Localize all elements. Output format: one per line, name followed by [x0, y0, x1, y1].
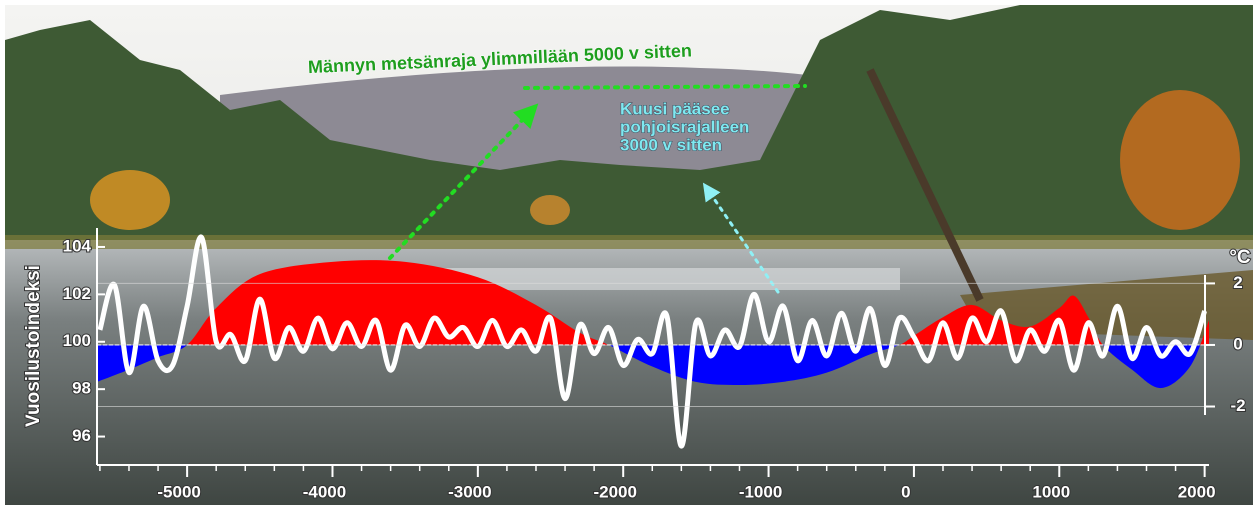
y-tick-label: 98	[72, 379, 91, 398]
y-tick-label: 96	[72, 426, 91, 445]
annotation: pohjoisrajalleen	[620, 117, 749, 136]
x-tick-label: 2000	[1178, 482, 1216, 501]
y2-tick-label: -2	[1230, 396, 1245, 415]
y2-axis-label: °C	[1229, 247, 1251, 268]
annotation: 3000 v sitten	[620, 135, 722, 154]
x-tick-label: -3000	[448, 482, 491, 501]
x-tick-label: 1000	[1032, 482, 1070, 501]
x-tick-label: 0	[901, 482, 910, 501]
y2-tick-label: 2	[1233, 273, 1242, 292]
x-tick-label: -2000	[593, 482, 636, 501]
annotation: Kuusi pääsee	[620, 99, 730, 118]
y-tick-label: 104	[63, 236, 92, 255]
chart: -2 0 2 96 98 100 102 104 -5000 -4000 -3000 -2000 -10…	[0, 0, 1259, 507]
y-axis-label: Vuosilustoindeksi	[23, 265, 44, 427]
y-tick-label: 102	[63, 284, 91, 303]
x-tick-label: -5000	[157, 482, 200, 501]
x-tick-label: -1000	[739, 482, 782, 501]
y-tick-label: 100	[63, 331, 91, 350]
x-tick-label: -4000	[303, 482, 346, 501]
background-photo	[5, 5, 1253, 505]
y2-tick-label: 0	[1233, 334, 1242, 353]
